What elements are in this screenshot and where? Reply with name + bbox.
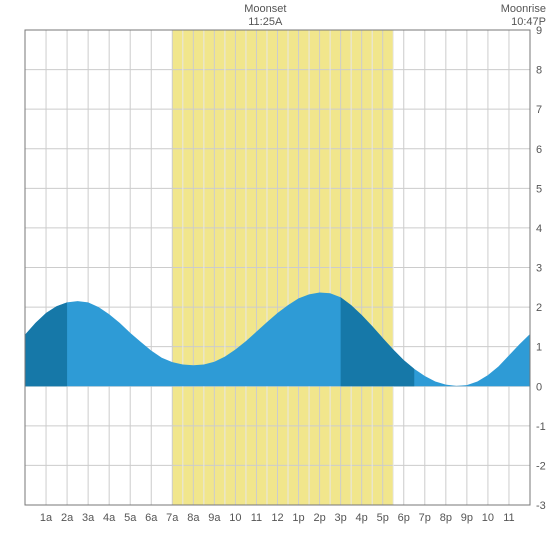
y-tick-label: 4 [536, 223, 542, 235]
moonrise-time: 10:47P [511, 16, 546, 28]
tide-chart: -3-2-101234567891a2a3a4a5a6a7a8a9a101112… [0, 0, 550, 550]
x-tick-label: 11 [503, 512, 514, 524]
y-tick-label: 8 [536, 65, 542, 77]
x-tick-label: 1p [292, 512, 304, 524]
y-tick-label: -2 [536, 460, 546, 472]
x-tick-label: 10 [482, 512, 494, 524]
x-tick-label: 5a [124, 512, 137, 524]
y-tick-label: 2 [536, 302, 542, 314]
tide-chart-svg: -3-2-101234567891a2a3a4a5a6a7a8a9a101112… [0, 0, 550, 550]
moonrise-title: Moonrise [501, 3, 546, 15]
y-tick-label: 7 [536, 104, 542, 116]
moonset-title: Moonset [244, 3, 286, 15]
x-tick-label: 12 [271, 512, 283, 524]
y-tick-label: -3 [536, 500, 546, 512]
x-tick-label: 10 [229, 512, 241, 524]
x-tick-label: 1a [40, 512, 53, 524]
y-tick-label: 0 [536, 381, 542, 393]
x-tick-label: 7a [166, 512, 179, 524]
x-tick-label: 6p [398, 512, 410, 524]
y-tick-label: 1 [536, 342, 542, 354]
y-tick-label: 5 [536, 183, 542, 195]
x-tick-label: 2p [313, 512, 325, 524]
x-tick-label: 4p [356, 512, 368, 524]
x-tick-label: 11 [251, 512, 262, 524]
y-tick-label: 3 [536, 263, 542, 275]
x-tick-label: 2a [61, 512, 74, 524]
y-tick-label: -1 [536, 421, 546, 433]
x-tick-label: 5p [377, 512, 389, 524]
x-tick-label: 9a [208, 512, 221, 524]
x-tick-label: 8a [187, 512, 200, 524]
x-tick-label: 7p [419, 512, 431, 524]
x-tick-label: 9p [461, 512, 473, 524]
x-tick-label: 4a [103, 512, 116, 524]
x-tick-label: 8p [440, 512, 452, 524]
x-tick-label: 3a [82, 512, 95, 524]
x-tick-label: 6a [145, 512, 158, 524]
x-tick-label: 3p [335, 512, 347, 524]
y-tick-label: 6 [536, 144, 542, 156]
moonset-time: 11:25A [248, 16, 283, 28]
